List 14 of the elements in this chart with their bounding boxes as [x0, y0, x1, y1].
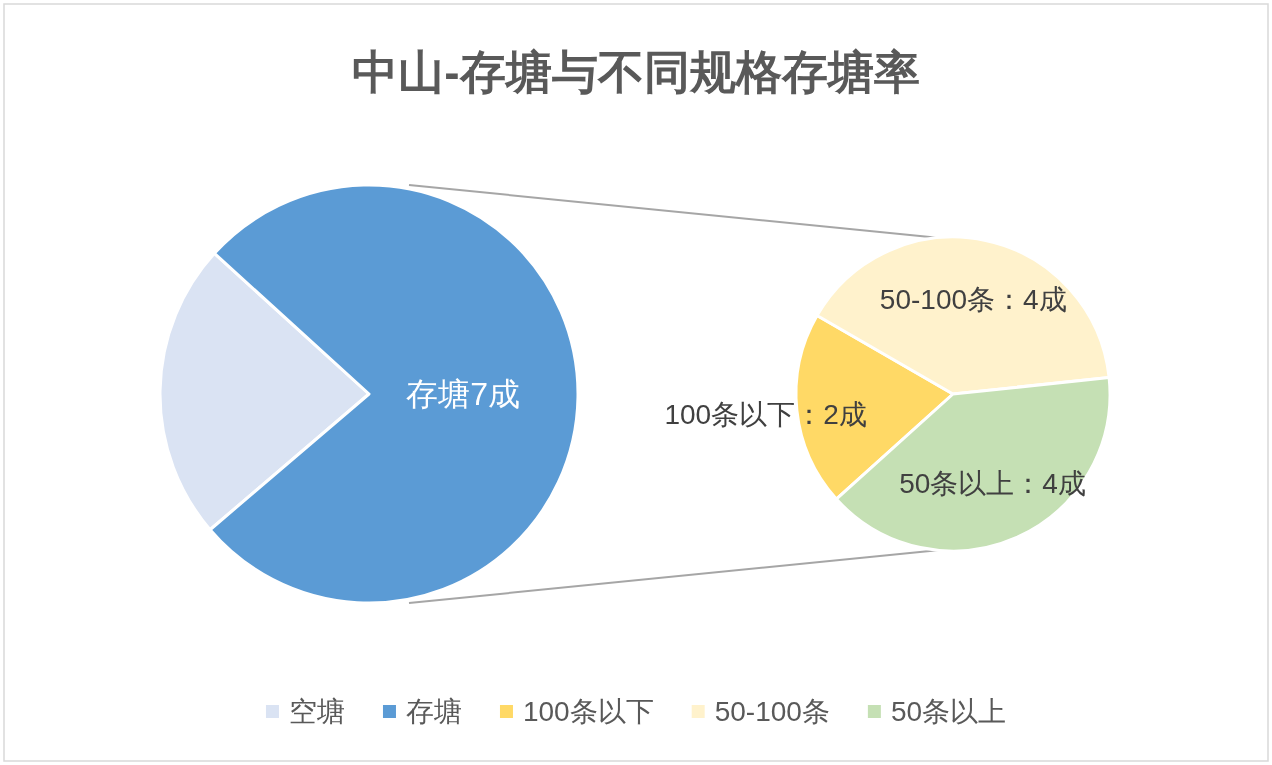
legend-label: 50条以上	[890, 696, 1007, 727]
legend-label: 50-100条	[714, 696, 830, 727]
legend-label: 存塘	[405, 696, 462, 727]
data-label: 存塘7成	[406, 376, 520, 413]
chart-title: 中山-存塘与不同规格存塘率	[352, 46, 920, 98]
legend-item: 存塘	[382, 696, 462, 727]
data-label: 100条以下：2成	[664, 398, 867, 430]
data-label: 50-100条：4成	[879, 283, 1067, 315]
data-label: 50条以上：4成	[899, 467, 1086, 499]
legend-item: 100条以下	[499, 696, 654, 727]
legend-item: 50-100条	[691, 696, 830, 727]
legend-label: 空塘	[288, 696, 345, 727]
legend-item: 50条以上	[867, 696, 1007, 727]
legend-item: 空塘	[265, 696, 345, 727]
